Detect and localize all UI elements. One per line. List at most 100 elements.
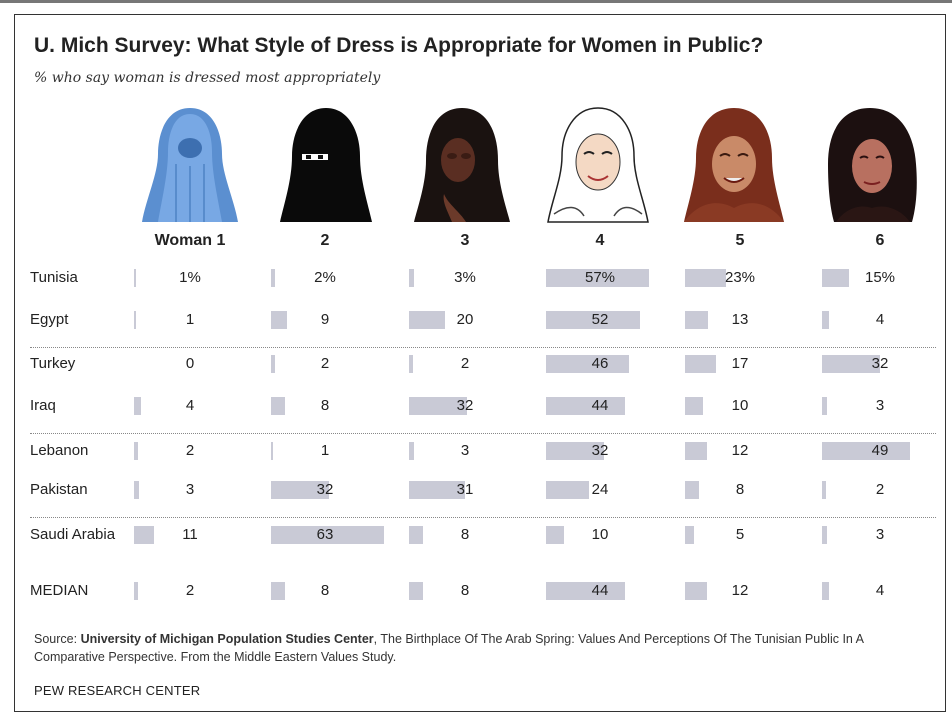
value-label: 4: [875, 582, 885, 599]
value-label: 11: [182, 526, 198, 543]
value-bar: [822, 442, 911, 460]
uncovered-figure-icon: [828, 108, 917, 222]
value-label: 32: [316, 481, 334, 498]
column-header: Woman 1: [154, 232, 226, 249]
column-header: 5: [735, 232, 745, 249]
footer-brand: PEW RESEARCH CENTER: [34, 683, 201, 698]
column-header: 3: [460, 232, 470, 249]
value-label: 32: [456, 397, 474, 414]
value-bar: [546, 582, 626, 600]
value-bar: [546, 397, 626, 415]
value-label: 4: [185, 397, 195, 414]
value-label: 3: [875, 397, 885, 414]
group-separator: [30, 347, 936, 348]
value-bar: [546, 269, 649, 287]
value-bar: [271, 355, 275, 373]
value-label: 63: [316, 526, 334, 543]
value-label: 2%: [314, 269, 336, 286]
value-bar: [546, 311, 640, 329]
value-bar: [409, 397, 467, 415]
value-label: 2: [875, 481, 885, 498]
value-label: 23%: [724, 269, 756, 286]
value-bar: [134, 526, 154, 544]
value-bar: [134, 269, 136, 287]
value-bar: [409, 311, 445, 329]
chart-title: U. Mich Survey: What Style of Dress is A…: [34, 34, 764, 57]
value-label: 8: [320, 397, 330, 414]
value-bar: [546, 355, 629, 373]
value-bar: [134, 481, 140, 499]
value-label: 1: [320, 442, 330, 459]
value-label: 31: [456, 481, 474, 498]
value-bar: [822, 582, 830, 600]
value-bar: [409, 526, 424, 544]
row-label: Lebanon: [30, 442, 89, 459]
value-bar: [134, 442, 138, 460]
value-bar: [685, 355, 716, 373]
source-org: University of Michigan Population Studie…: [80, 632, 374, 646]
value-bar: [822, 355, 880, 373]
value-label: 1: [185, 311, 195, 328]
value-label: 2: [460, 355, 470, 372]
value-bar: [546, 481, 590, 499]
row-label: MEDIAN: [30, 582, 89, 599]
value-label: 12: [731, 442, 749, 459]
value-bar: [409, 355, 413, 373]
row-label: Turkey: [30, 355, 76, 372]
row-label: Egypt: [30, 311, 69, 328]
value-label: 4: [875, 311, 885, 328]
value-bar: [822, 269, 849, 287]
value-bar: [271, 442, 273, 460]
value-label: 49: [871, 442, 889, 459]
column-header: 4: [595, 232, 605, 249]
value-bar: [134, 311, 136, 329]
value-bar: [685, 582, 707, 600]
value-bar: [822, 311, 830, 329]
value-label: 44: [591, 582, 609, 599]
value-label: 0: [185, 355, 195, 372]
value-label: 3: [185, 481, 195, 498]
value-label: 46: [591, 355, 609, 372]
burqa-figure-icon: [142, 108, 238, 222]
value-bar: [271, 481, 329, 499]
value-bar: [409, 582, 424, 600]
value-bar: [822, 526, 828, 544]
row-label: Pakistan: [30, 481, 88, 498]
value-bar: [134, 397, 142, 415]
value-label: 24: [591, 481, 609, 498]
value-label: 2: [185, 582, 195, 599]
source-note: Source: University of Michigan Populatio…: [34, 630, 914, 666]
value-label: 32: [871, 355, 889, 372]
value-bar: [134, 355, 136, 373]
value-label: 57%: [584, 269, 616, 286]
top-border: [0, 0, 952, 3]
chart-subtitle: % who say woman is dressed most appropri…: [34, 70, 381, 86]
chador-figure-icon: [414, 108, 510, 222]
value-bar: [685, 526, 694, 544]
value-bar: [271, 526, 385, 544]
group-separator: [30, 433, 936, 434]
value-label: 20: [456, 311, 474, 328]
value-label: 52: [591, 311, 609, 328]
value-label: 9: [320, 311, 330, 328]
value-bar: [546, 442, 604, 460]
value-label: 13: [731, 311, 749, 328]
source-rest: , The Birthplace Of The Arab Spring: Val…: [34, 632, 864, 664]
value-bar: [685, 311, 709, 329]
value-label: 8: [320, 582, 330, 599]
value-bar: [409, 442, 415, 460]
value-label: 44: [591, 397, 609, 414]
value-bar: [685, 269, 727, 287]
value-label: 1%: [179, 269, 201, 286]
value-label: 8: [460, 526, 470, 543]
value-label: 2: [185, 442, 195, 459]
value-bar: [822, 481, 826, 499]
value-bar: [822, 397, 828, 415]
row-label: Iraq: [30, 397, 56, 414]
value-bar: [546, 526, 564, 544]
value-label: 8: [735, 481, 745, 498]
value-bar: [685, 442, 707, 460]
row-label: Saudi Arabia: [30, 526, 116, 543]
value-label: 3%: [454, 269, 476, 286]
group-separator: [30, 517, 936, 518]
